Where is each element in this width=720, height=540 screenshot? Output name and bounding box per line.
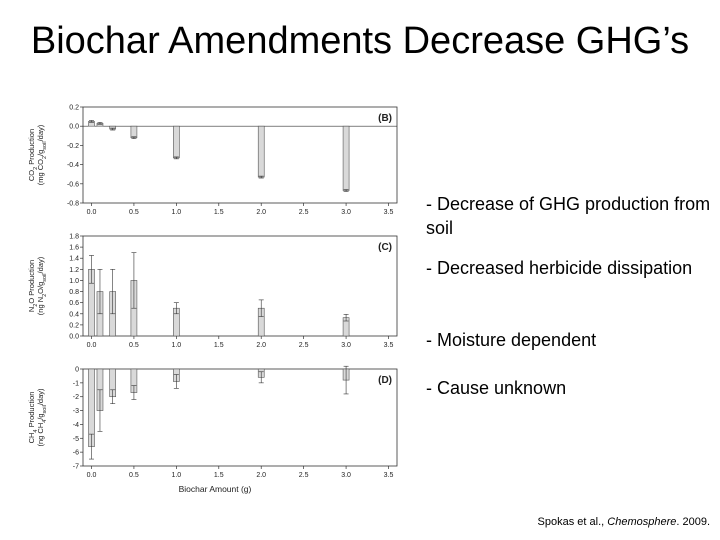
- n2o-x-tick-label: 1.5: [214, 342, 224, 349]
- co2-bar: [257, 125, 265, 178]
- n2o-x-tick-label: 3.5: [384, 342, 394, 349]
- co2-y-axis-label: CO2 Production: [27, 129, 39, 181]
- n2o-y-tick-label: 0.8: [69, 289, 79, 296]
- n2o-x-tick-label: 0.0: [87, 342, 97, 349]
- co2-x-tick-label: 2.5: [299, 209, 309, 216]
- ch4-y-tick-label: -1: [73, 380, 79, 387]
- co2-y-tick-label: -0.8: [67, 201, 79, 208]
- co2-x-tick-label: 1.0: [171, 209, 181, 216]
- ch4-y-axis-label: CH4 Production: [27, 392, 39, 444]
- n2o-panel-label: (C): [378, 242, 392, 253]
- co2-panel-label: (B): [378, 113, 392, 124]
- ch4-y-tick-label: -3: [73, 408, 79, 415]
- co2-x-tick-label: 3.0: [341, 209, 351, 216]
- bullet-decrease-ghg: - Decrease of GHG production from soil: [426, 194, 711, 238]
- co2-y-tick-label: -0.2: [67, 143, 79, 150]
- n2o-y-tick-label: 0.2: [69, 322, 79, 329]
- ch4-x-tick-label: 3.5: [384, 472, 394, 479]
- n2o-y-tick-label: 1.4: [69, 256, 79, 263]
- co2-bar: [173, 125, 180, 159]
- x-axis-label: Biochar Amount (g): [179, 484, 252, 494]
- citation-suffix: . 2009.: [676, 516, 710, 528]
- n2o-x-tick-label: 0.5: [129, 342, 139, 349]
- ch4-y-tick-label: -4: [73, 422, 79, 429]
- citation-journal: Chemosphere: [607, 516, 677, 528]
- n2o-y-tick-label: 0.0: [69, 334, 79, 341]
- citation: Spokas et al., Chemosphere. 2009.: [538, 516, 710, 528]
- n2o-y-axis-units: (ng N2O/gsoil/day): [36, 256, 48, 315]
- n2o-x-tick-label: 3.0: [341, 342, 351, 349]
- n2o-y-axis-label: N2O Production: [27, 260, 39, 312]
- n2o-y-tick-label: 1.0: [69, 278, 79, 285]
- co2-y-axis-units: (mg CO2/gsoil/day): [36, 124, 48, 185]
- bullet-moisture: - Moisture dependent: [426, 330, 597, 350]
- co2-x-tick-label: 0.0: [87, 209, 97, 216]
- ch4-x-tick-label: 2.0: [256, 472, 266, 479]
- co2-x-tick-label: 3.5: [384, 209, 394, 216]
- n2o-x-tick-label: 2.5: [299, 342, 309, 349]
- n2o-y-tick-label: 1.6: [69, 245, 79, 252]
- ch4-x-tick-label: 3.0: [341, 472, 351, 479]
- co2-x-tick-label: 2.0: [256, 209, 266, 216]
- n2o-y-tick-label: 0.6: [69, 300, 79, 307]
- ch4-y-tick-label: -2: [73, 394, 79, 401]
- ch4-x-tick-label: 1.0: [171, 472, 181, 479]
- ch4-panel-label: (D): [378, 375, 392, 386]
- co2-y-tick-label: -0.6: [67, 181, 79, 188]
- n2o-y-tick-label: 0.4: [69, 311, 79, 318]
- slide-title: Biochar Amendments Decrease GHG’s: [30, 20, 690, 62]
- ch4-x-tick-label: 0.5: [129, 472, 139, 479]
- co2-y-tick-label: 0.2: [69, 105, 79, 112]
- ch4-x-tick-label: 2.5: [299, 472, 309, 479]
- ch4-x-tick-label: 1.5: [214, 472, 224, 479]
- co2-bar: [342, 125, 350, 191]
- citation-prefix: Spokas et al.,: [537, 516, 608, 528]
- n2o-x-tick-label: 1.0: [171, 342, 181, 349]
- ch4-plot-frame: [82, 368, 398, 467]
- co2-x-tick-label: 1.5: [214, 209, 224, 216]
- ch4-y-axis-units: (ng CH4/gsoil/day): [36, 388, 48, 447]
- n2o-y-tick-label: 1.8: [69, 234, 79, 241]
- bullet-herbicide: - Decreased herbicide dissipation: [426, 258, 693, 278]
- co2-y-tick-label: -0.4: [67, 162, 79, 169]
- ch4-x-tick-label: 0.0: [87, 472, 97, 479]
- ch4-y-tick-label: -7: [73, 464, 79, 471]
- chart-figure: 0.2 0.0 -0.2 -0.4 -0.6 -0.8 0.0 0.5 1.0 1.5 2.0 2.5…: [27, 105, 398, 494]
- n2o-y-tick-label: 1.2: [69, 267, 79, 274]
- ch4-y-tick-label: 0: [75, 367, 79, 374]
- bullet-cause: - Cause unknown: [426, 378, 567, 398]
- n2o-plot-frame: [82, 235, 398, 337]
- co2-plot-frame: [82, 106, 398, 204]
- n2o-x-tick-label: 2.0: [256, 342, 266, 349]
- co2-x-tick-label: 0.5: [129, 209, 139, 216]
- ch4-y-tick-label: -6: [73, 450, 79, 457]
- ch4-y-tick-label: -5: [73, 436, 79, 443]
- co2-y-tick-label: 0.0: [69, 124, 79, 131]
- co2-bar: [130, 125, 138, 139]
